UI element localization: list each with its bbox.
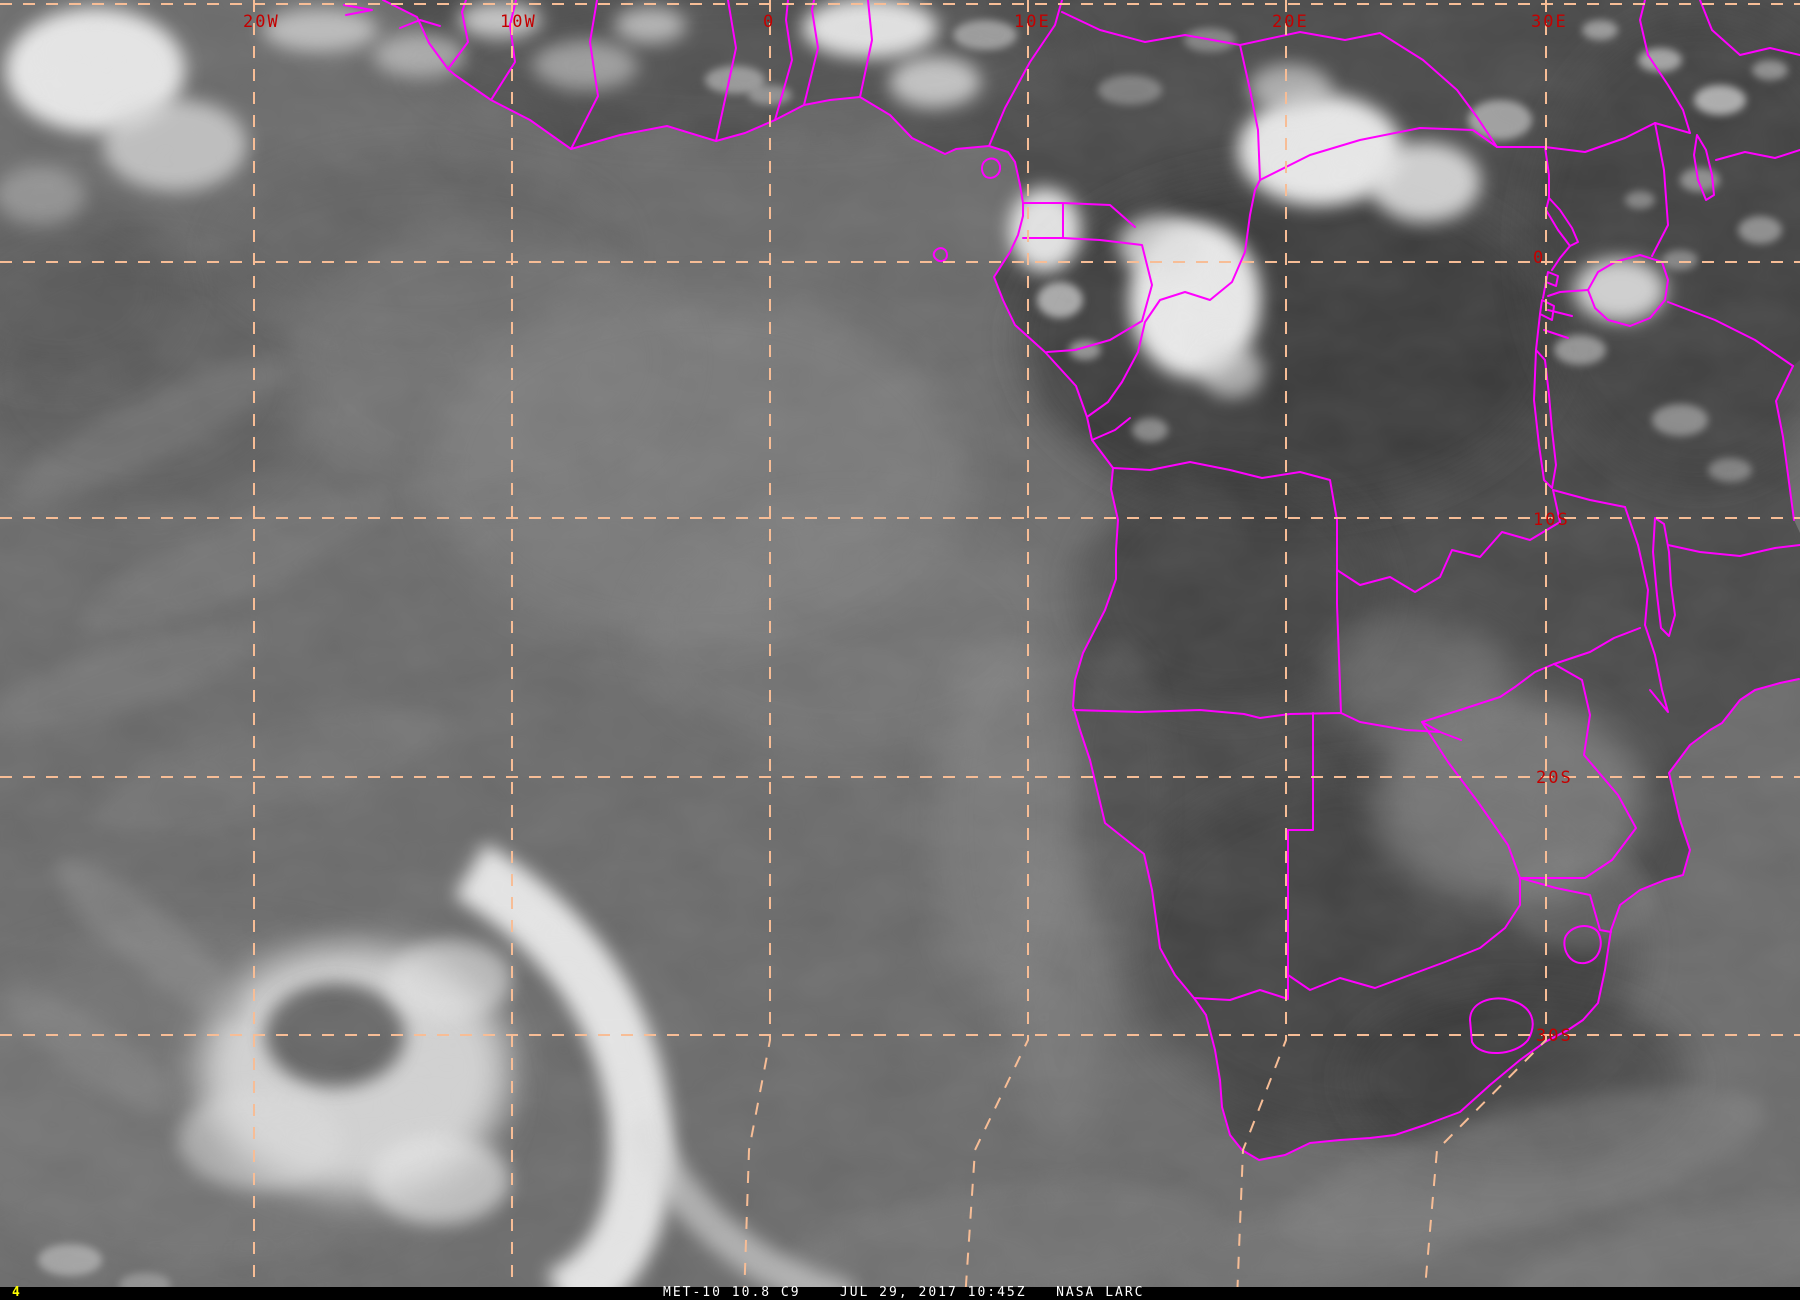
lon-label-0: 0 <box>763 12 775 32</box>
image-caption: MET-10 10.8 C9 JUL 29, 2017 10:45Z NASA … <box>663 1285 1145 1300</box>
country-borders-overlay <box>343 0 1800 1161</box>
meridian-0 <box>743 0 771 1300</box>
sao-tome-island <box>932 247 948 263</box>
lat-label-30s: 30S <box>1536 1026 1573 1046</box>
lon-label-10w: 10W <box>500 12 537 32</box>
lake-turkana <box>1693 134 1715 201</box>
lon-label-20e: 20E <box>1272 12 1309 32</box>
lat-label-10s: 10S <box>1533 510 1570 530</box>
lon-label-10e: 10E <box>1014 12 1051 32</box>
lon-label-20w: 20W <box>243 12 280 32</box>
frame-number: 4 <box>12 1285 20 1300</box>
caption-bar: 4 MET-10 10.8 C9 JUL 29, 2017 10:45Z NAS… <box>0 1285 1800 1300</box>
lake-albert <box>1545 197 1579 247</box>
lon-label-30e: 30E <box>1531 12 1568 32</box>
eswatini-border <box>1563 925 1602 965</box>
meridian-30e <box>1423 0 1547 1300</box>
lesotho-border <box>1469 997 1534 1055</box>
africa-coastline <box>382 0 1800 1161</box>
bioko-island <box>980 157 1002 179</box>
lat-label-0: 0 <box>1533 248 1545 268</box>
grid-labels: 20W 10W 0 10E 20E 30E 0 10S 20S 30S <box>243 12 1573 1046</box>
lake-malawi <box>1652 517 1676 637</box>
lake-victoria <box>1587 254 1669 327</box>
lat-label-20s: 20S <box>1536 768 1573 788</box>
